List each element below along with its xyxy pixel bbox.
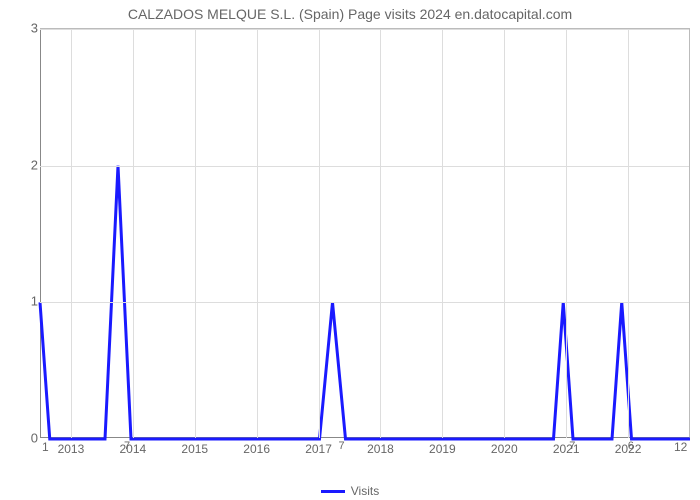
gridline-v: [628, 29, 629, 438]
gridline-h: [40, 166, 689, 167]
x-tick-label: 2017: [305, 442, 332, 456]
y-tick-label: 0: [31, 431, 38, 446]
x-tick-label: 2019: [429, 442, 456, 456]
baseline-marker: 7: [124, 440, 130, 452]
gridline-v: [504, 29, 505, 438]
plot-area: [40, 28, 690, 438]
chart-title: CALZADOS MELQUE S.L. (Spain) Page visits…: [0, 6, 700, 22]
x-tick-label: 2016: [243, 442, 270, 456]
x-start-label: 1: [42, 440, 49, 454]
y-tick-label: 1: [31, 294, 38, 309]
x-tick-label: 2021: [553, 442, 580, 456]
gridline-v: [133, 29, 134, 438]
gridline-v: [195, 29, 196, 438]
gridline-h: [40, 302, 689, 303]
x-tick-label: 2015: [181, 442, 208, 456]
gridline-v: [257, 29, 258, 438]
y-tick-label: 2: [31, 157, 38, 172]
line-series: [40, 29, 689, 438]
x-tick-label: 2018: [367, 442, 394, 456]
x-end-label: 12: [674, 440, 687, 454]
baseline-marker: 7: [339, 440, 345, 452]
legend-swatch: [321, 490, 345, 493]
gridline-v: [566, 29, 567, 438]
x-tick-label: 2013: [58, 442, 85, 456]
legend-label: Visits: [351, 484, 379, 498]
chart-container: CALZADOS MELQUE S.L. (Spain) Page visits…: [0, 0, 700, 500]
gridline-v: [319, 29, 320, 438]
baseline-marker: 7: [569, 440, 575, 452]
y-tick-label: 3: [31, 21, 38, 36]
gridline-v: [71, 29, 72, 438]
gridline-v: [380, 29, 381, 438]
baseline-marker: 6: [628, 440, 634, 452]
gridline-h: [40, 29, 689, 30]
gridline-v: [442, 29, 443, 438]
x-tick-label: 2020: [491, 442, 518, 456]
legend: Visits: [0, 483, 700, 498]
